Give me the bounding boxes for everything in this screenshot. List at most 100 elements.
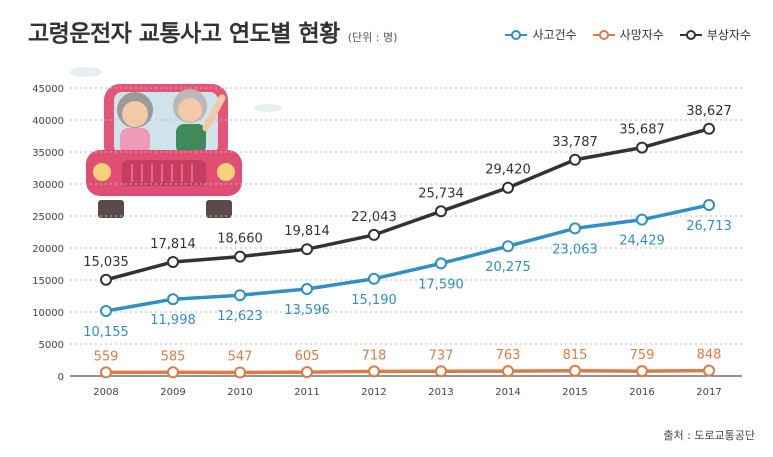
series-line-deaths: [105, 368, 710, 375]
data-point-deaths: [636, 365, 648, 378]
data-point-deaths: [569, 364, 581, 377]
y-tick-label: 5000: [39, 340, 64, 351]
data-label-injuries: 22,043: [351, 210, 397, 225]
x-tick-label: 2010: [227, 387, 252, 398]
data-label-injuries: 15,035: [83, 255, 129, 270]
data-label-accidents: 10,155: [83, 325, 129, 340]
y-tick-label: 30000: [32, 180, 64, 191]
data-point-deaths: [167, 366, 179, 379]
data-label-injuries: 18,660: [217, 232, 263, 247]
data-label-injuries: 17,814: [150, 237, 196, 252]
legend-item-injuries: 부상자수: [679, 26, 751, 43]
data-point-accidents: [234, 289, 246, 302]
data-point-accidents: [569, 222, 581, 235]
x-tick-label: 2008: [93, 387, 118, 398]
y-tick-label: 10000: [32, 308, 64, 319]
data-label-injuries: 38,627: [686, 104, 732, 119]
data-point-injuries: [100, 273, 112, 286]
data-point-deaths: [703, 364, 715, 377]
data-point-injuries: [435, 205, 447, 218]
data-label-deaths: 737: [429, 348, 454, 363]
y-tick-label: 25000: [32, 212, 64, 223]
x-tick-label: 2016: [629, 387, 654, 398]
series-line-injuries: [105, 127, 710, 282]
source-note: 출처 : 도로교통공단: [663, 429, 755, 442]
data-label-deaths: 848: [697, 348, 722, 363]
legend-item-deaths: 사망자수: [592, 26, 664, 43]
data-label-injuries: 19,814: [284, 224, 330, 239]
data-point-accidents: [435, 257, 447, 270]
data-point-injuries: [301, 243, 313, 256]
data-point-injuries: [636, 141, 648, 154]
data-point-injuries: [703, 122, 715, 135]
x-tick-label: 2009: [160, 387, 185, 398]
data-label-accidents: 24,429: [619, 234, 665, 249]
data-label-deaths: 559: [94, 349, 119, 364]
data-point-injuries: [569, 153, 581, 166]
data-point-accidents: [502, 240, 514, 253]
x-tick-label: 2014: [495, 387, 520, 398]
y-tick-label: 0: [58, 372, 64, 383]
data-label-deaths: 763: [496, 348, 521, 363]
y-tick-label: 40000: [32, 116, 64, 127]
chart-title: 고령운전자 교통사고 연도별 현황: [28, 21, 340, 47]
data-label-accidents: 26,713: [686, 219, 732, 234]
data-label-accidents: 11,998: [150, 313, 196, 328]
legend-label-deaths: 사망자수: [619, 28, 664, 42]
legend-label-accidents: 사고건수: [532, 28, 577, 42]
data-points: [100, 122, 715, 379]
data-point-deaths: [301, 366, 313, 379]
legend-marker-accidents: [505, 29, 528, 40]
data-point-deaths: [368, 365, 380, 378]
data-label-injuries: 33,787: [552, 135, 598, 150]
data-point-deaths: [234, 366, 246, 379]
data-label-deaths: 585: [161, 349, 186, 364]
y-tick-label: 15000: [32, 276, 64, 287]
legend-label-injuries: 부상자수: [706, 28, 751, 42]
data-label-accidents: 12,623: [217, 309, 263, 324]
chart-title-block: 고령운전자 교통사고 연도별 현황 (단위 : 명): [28, 14, 397, 48]
data-label-injuries: 35,687: [619, 123, 665, 138]
series-line-accidents: [105, 203, 710, 313]
x-tick-label: 2012: [361, 387, 386, 398]
data-label-deaths: 605: [295, 349, 320, 364]
data-point-injuries: [167, 255, 179, 268]
legend-item-accidents: 사고건수: [505, 26, 577, 43]
data-point-accidents: [100, 305, 112, 318]
data-point-deaths: [435, 365, 447, 378]
data-label-accidents: 20,275: [485, 260, 531, 275]
data-label-accidents: 13,596: [284, 303, 330, 318]
data-label-deaths: 759: [630, 348, 655, 363]
x-tick-label: 2011: [294, 387, 319, 398]
elderly-drivers-car-illustration: [70, 67, 282, 218]
legend-marker-deaths: [592, 29, 615, 40]
data-label-accidents: 23,063: [552, 242, 598, 257]
y-tick-label: 45000: [32, 84, 64, 95]
legend: 사고건수 사망자수 부상자수: [505, 26, 751, 43]
data-label-injuries: 29,420: [485, 163, 531, 178]
x-axis-ticks: 2008 2009 2010 2011 2012 2013 2014 2015 2016 2017: [93, 387, 721, 398]
gridlines: [70, 87, 742, 345]
y-tick-label: 20000: [32, 244, 64, 255]
legend-marker-injuries: [679, 29, 702, 40]
data-point-accidents: [636, 213, 648, 226]
data-point-accidents: [368, 272, 380, 285]
data-point-deaths: [100, 366, 112, 379]
data-label-accidents: 17,590: [418, 277, 464, 292]
y-tick-label: 35000: [32, 148, 64, 159]
data-point-accidents: [703, 199, 715, 212]
data-label-accidents: 15,190: [351, 293, 397, 308]
data-label-injuries: 25,734: [418, 186, 464, 201]
data-label-deaths: 815: [563, 348, 588, 363]
unit-note: (단위 : 명): [347, 31, 398, 44]
data-point-injuries: [368, 228, 380, 241]
data-point-injuries: [502, 181, 514, 194]
x-tick-label: 2017: [696, 387, 721, 398]
series-lines: [105, 127, 710, 375]
data-label-deaths: 547: [228, 349, 253, 364]
y-axis-ticks: 0 5000 10000 15000 20000 25000 30000 35000 40000…: [32, 84, 64, 383]
data-point-injuries: [234, 250, 246, 263]
data-point-accidents: [167, 293, 179, 306]
data-point-deaths: [502, 365, 514, 378]
data-label-deaths: 718: [362, 348, 387, 363]
